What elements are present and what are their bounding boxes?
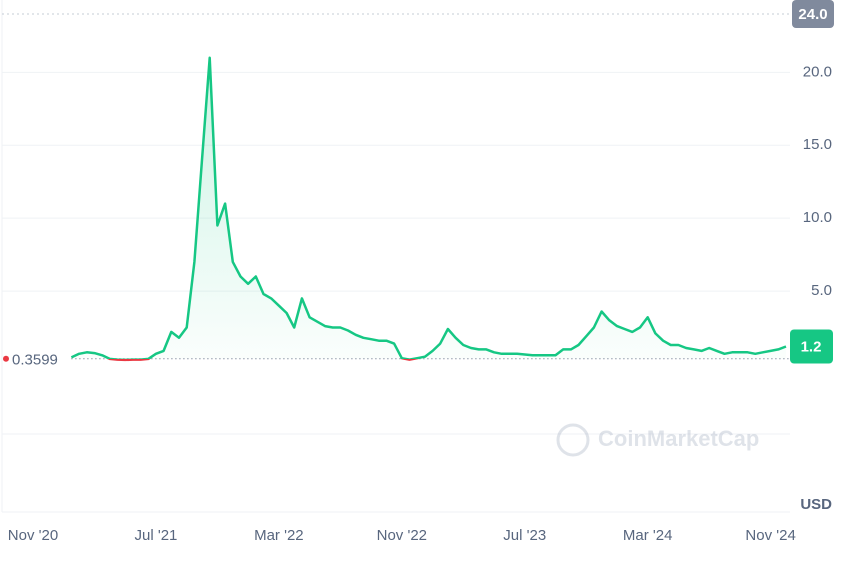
y-tick-box (792, 0, 834, 28)
current-price-box (790, 329, 833, 364)
watermark: CoinMarketCap (556, 423, 759, 457)
baseline-dot (3, 355, 9, 362)
x-tick-label: Mar '24 (623, 527, 673, 544)
x-tick-label: Mar '22 (254, 527, 304, 544)
y-tick-label: 5.0 (811, 282, 832, 299)
x-tick-label: Nov '22 (377, 527, 427, 544)
baseline-label: 0.3599 (12, 352, 58, 369)
y-tick-label: 24.0 (798, 6, 827, 23)
x-tick-label: Nov '20 (8, 527, 58, 544)
currency-label: USD (800, 496, 832, 513)
price-line (70, 56, 787, 362)
area-fill (71, 57, 786, 360)
current-price-label: 1.2 (801, 338, 822, 355)
y-tick-label: 20.0 (803, 63, 832, 80)
watermark-text: CoinMarketCap (598, 426, 759, 451)
x-tick-label: Jul '23 (503, 527, 546, 544)
watermark-logo (556, 423, 590, 457)
x-tick-label: Nov '24 (745, 527, 795, 544)
y-tick-label: 10.0 (803, 209, 832, 226)
y-tick-label: 15.0 (803, 136, 832, 153)
x-tick-label: Jul '21 (134, 527, 177, 544)
